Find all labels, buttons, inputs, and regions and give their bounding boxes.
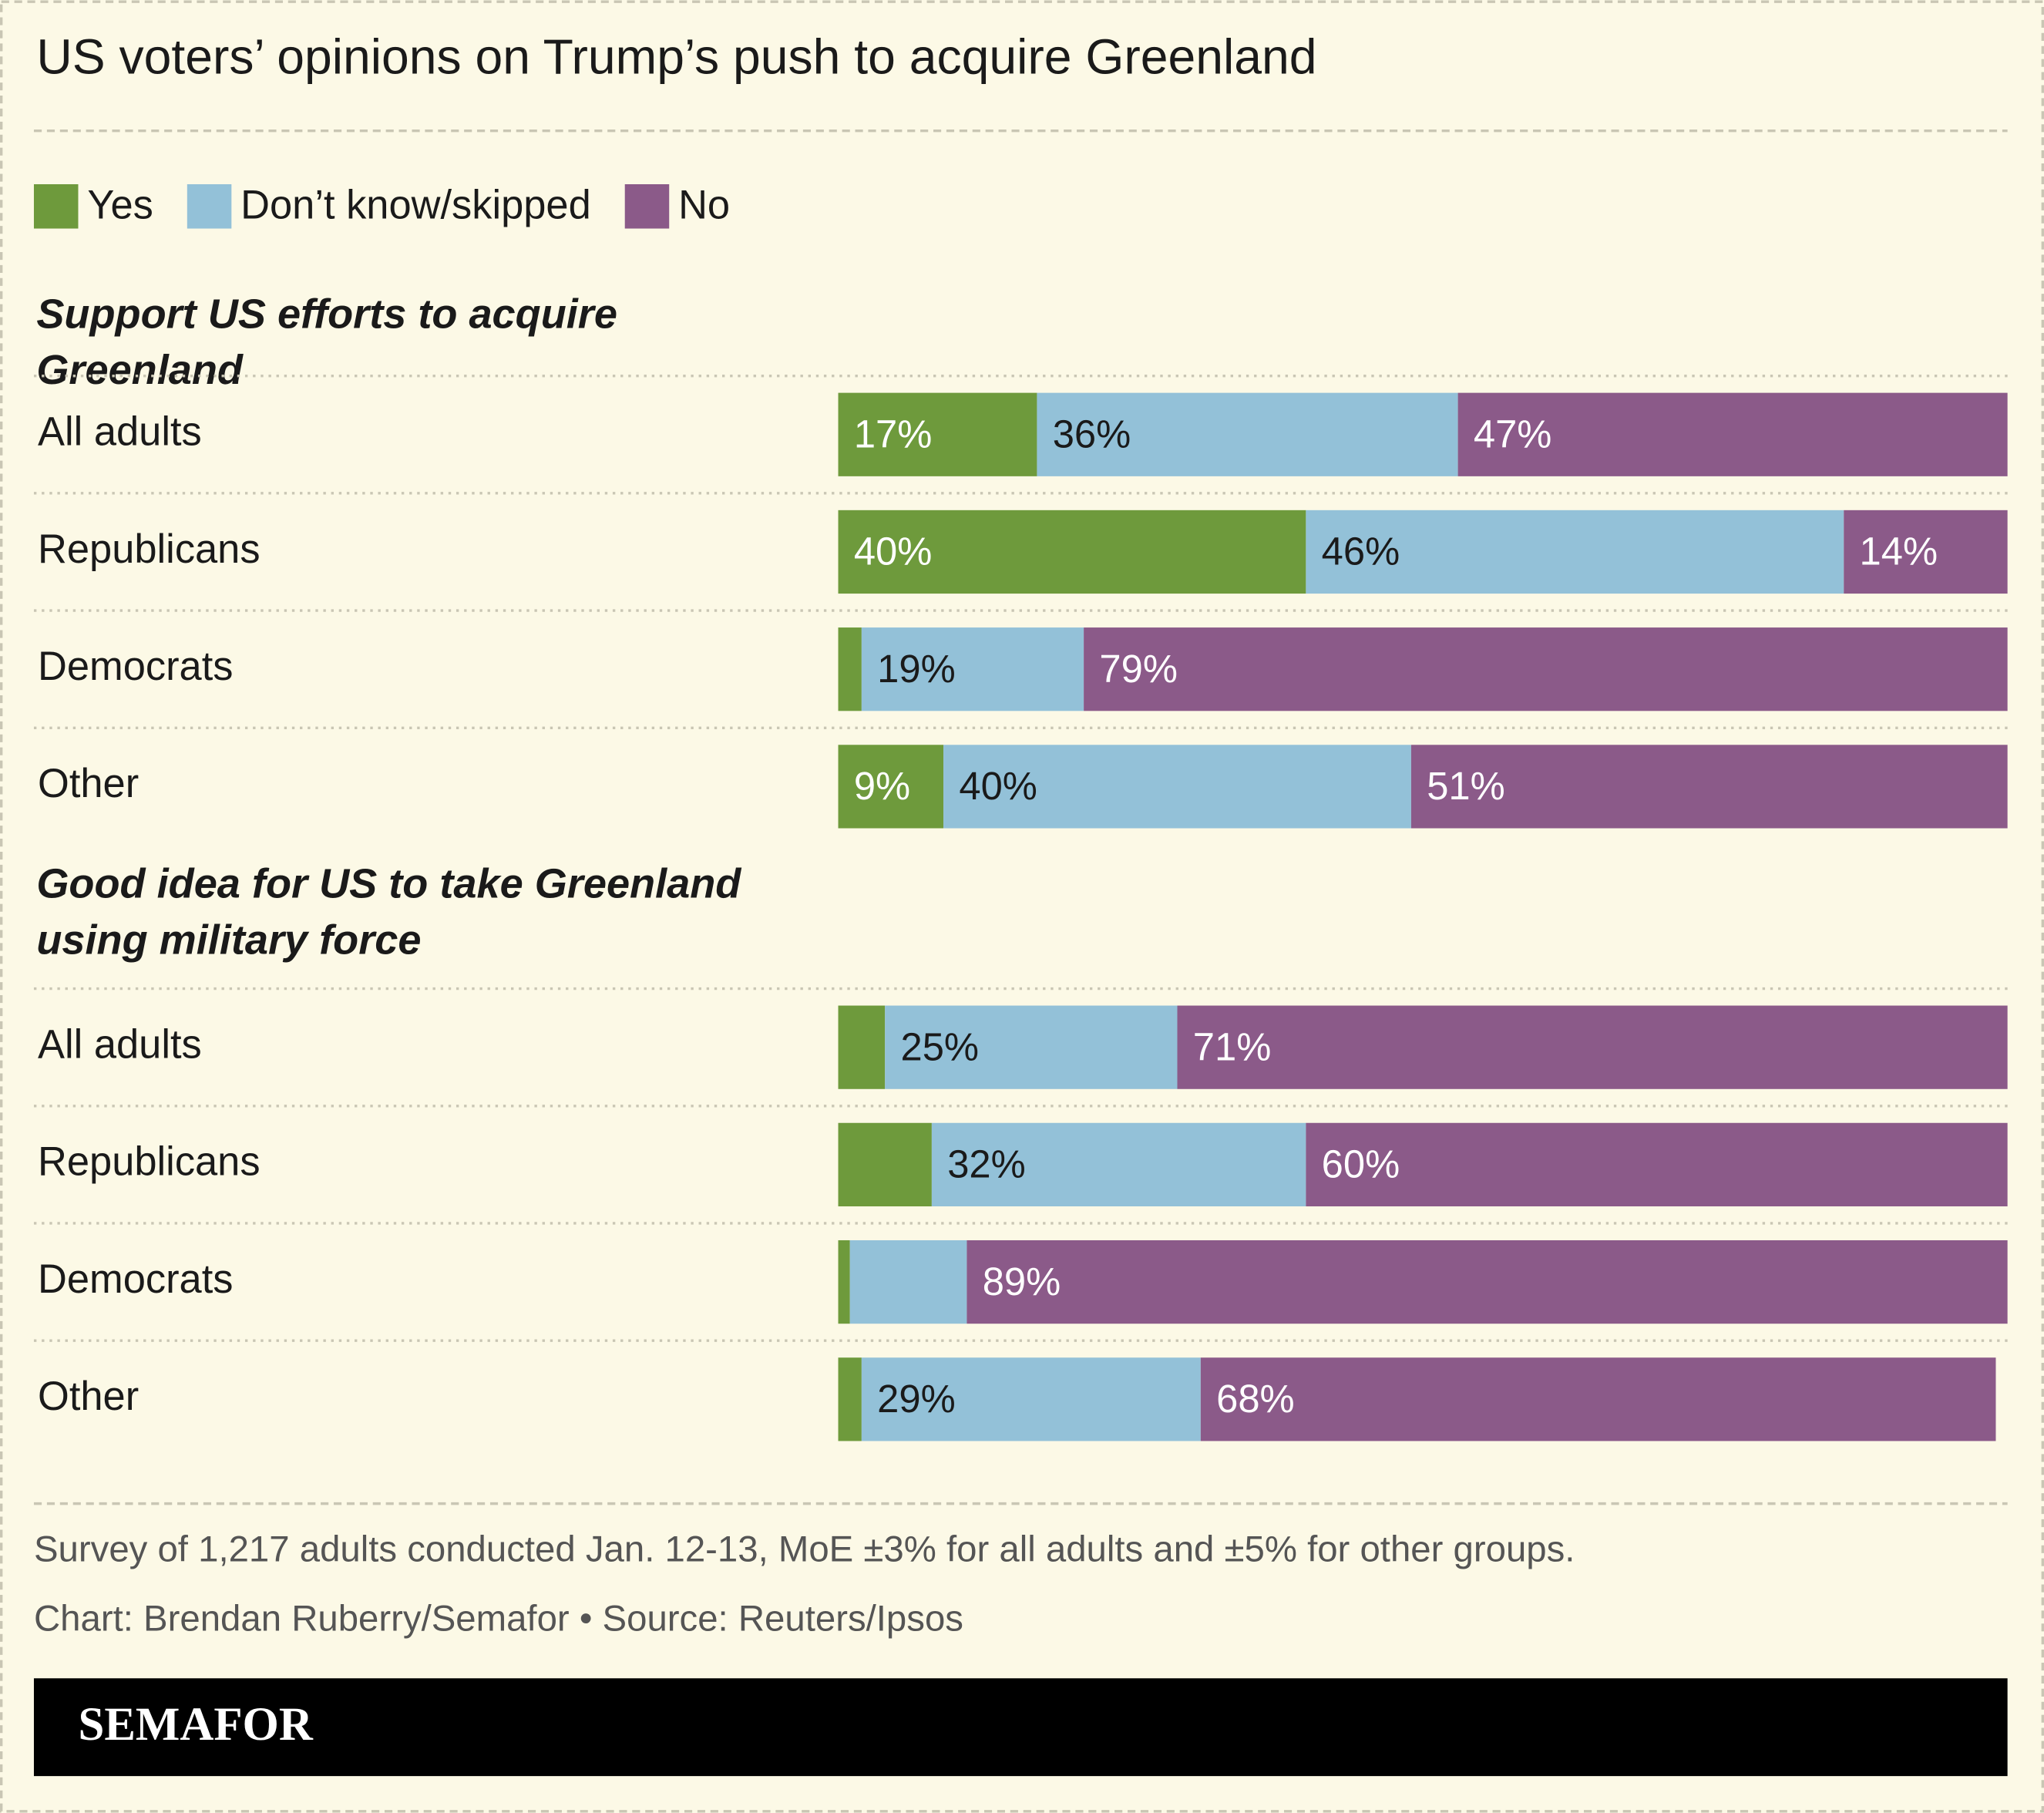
bar-segment	[861, 627, 1084, 711]
data-label: 47%	[1474, 412, 1552, 456]
bar-segment	[967, 1240, 2008, 1324]
bar-segment	[943, 745, 1411, 829]
category-label: Democrats	[38, 644, 233, 689]
legend-label: Yes	[87, 183, 153, 227]
brand-bar	[33, 1678, 2008, 1777]
bar-segment	[1084, 627, 2008, 711]
note: Survey of 1,217 adults conducted Jan. 12…	[34, 1529, 1575, 1570]
bar-segment	[838, 1357, 862, 1441]
bar-segment	[1306, 1122, 2008, 1207]
data-label: 40%	[854, 530, 933, 574]
credit: Chart: Brendan Ruberry/Semafor • Source:…	[34, 1598, 963, 1639]
data-label: 29%	[877, 1377, 956, 1421]
bar-segment	[838, 1240, 850, 1324]
bar-segment	[838, 1122, 932, 1207]
data-label: 36%	[1053, 412, 1131, 456]
data-label: 32%	[947, 1142, 1026, 1186]
legend-label: Don’t know/skipped	[240, 183, 591, 227]
bar-segment	[1844, 510, 2008, 594]
category-label: Republicans	[38, 1140, 261, 1185]
data-label: 14%	[1860, 530, 1938, 574]
data-label: 25%	[901, 1024, 980, 1068]
category-label: Other	[38, 1374, 139, 1419]
bar-segment	[1037, 392, 1458, 476]
bar-segment	[861, 1357, 1201, 1441]
panel-title: Good idea for US to take Greenland using…	[36, 861, 752, 964]
legend-swatch	[33, 184, 79, 229]
bar-segment	[1457, 392, 2008, 476]
category-label: Republicans	[38, 527, 261, 572]
data-label: 71%	[1193, 1024, 1272, 1068]
data-label: 46%	[1322, 530, 1400, 574]
data-label: 89%	[983, 1260, 1061, 1303]
chart-title: US voters’ opinions on Trump’s push to a…	[36, 29, 1316, 84]
data-label: 68%	[1216, 1377, 1295, 1421]
category-label: Other	[38, 762, 139, 806]
legend-swatch	[624, 184, 670, 229]
bar-segment	[1200, 1357, 1996, 1441]
bar-segment	[1410, 745, 2008, 829]
bar-segment	[838, 627, 862, 711]
legend-swatch	[187, 184, 232, 229]
data-label: 60%	[1322, 1142, 1400, 1186]
bar-segment	[838, 1005, 886, 1089]
bar-segment	[1306, 510, 1844, 594]
bar-segment	[838, 745, 944, 829]
category-label: All adults	[38, 410, 202, 455]
bar-segment	[931, 1122, 1306, 1207]
bar-segment	[838, 510, 1306, 594]
bar-segment	[849, 1240, 967, 1324]
data-label: 40%	[959, 764, 1037, 808]
panel-title: Support US efforts to acquire Greenland	[36, 291, 629, 394]
category-label: All adults	[38, 1023, 202, 1068]
legend-label: No	[678, 183, 730, 227]
data-label: 51%	[1427, 764, 1505, 808]
bar-segment	[885, 1005, 1178, 1089]
brand: SEMAFOR	[78, 1699, 313, 1751]
data-label: 17%	[854, 412, 933, 456]
data-label: 9%	[854, 764, 910, 808]
bar-segment	[838, 392, 1037, 476]
data-label: 79%	[1099, 647, 1178, 691]
bar-segment	[1177, 1005, 2008, 1089]
category-label: Democrats	[38, 1257, 233, 1302]
data-label: 19%	[877, 647, 956, 691]
